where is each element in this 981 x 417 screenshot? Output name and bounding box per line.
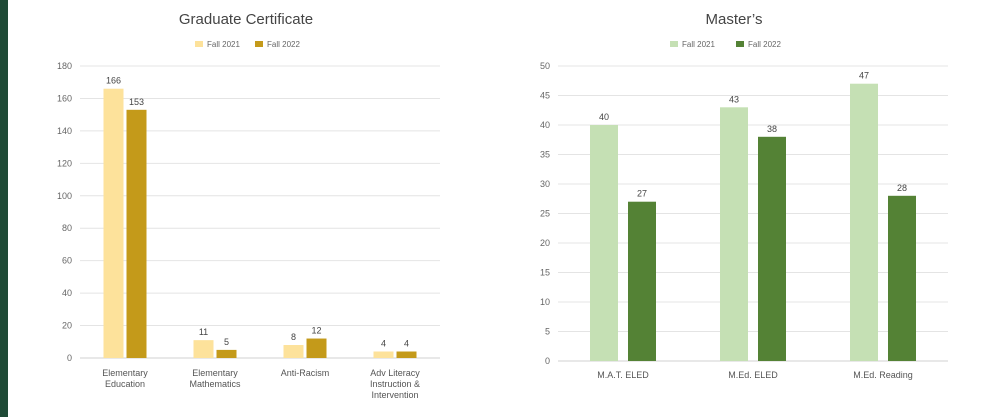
category-label-line: Intervention (371, 390, 418, 400)
category-label-line: Education (105, 379, 145, 389)
y-tick-label: 30 (540, 179, 550, 189)
y-tick-label: 180 (57, 61, 72, 71)
data-label: 4 (381, 339, 386, 349)
y-tick-label: 50 (540, 61, 550, 71)
bar (758, 136, 786, 361)
bar (126, 109, 147, 358)
data-label: 11 (199, 327, 208, 337)
bar (590, 125, 618, 361)
data-label: 166 (106, 76, 121, 86)
legend-label: Fall 2021 (207, 40, 240, 49)
data-label: 12 (311, 326, 321, 336)
chart-page: Graduate Certificate Fall 2021 Fall 2022 0 2… (8, 0, 981, 417)
y-tick-label: 5 (545, 327, 550, 337)
y-tick-label: 160 (57, 93, 72, 103)
y-tick-label: 20 (62, 321, 72, 331)
y-tick-label: 15 (540, 268, 550, 278)
data-label: 153 (129, 97, 144, 107)
charts-canvas: Graduate Certificate Fall 2021 Fall 2022 0 2… (57, 11, 948, 400)
category-label-line: M.Ed. ELED (728, 370, 778, 380)
bar (306, 338, 327, 358)
chart-title: Master’s (706, 11, 763, 28)
bar (628, 201, 656, 361)
data-label: 43 (729, 94, 739, 104)
category-label: M.A.T. ELED (597, 370, 649, 380)
data-label: 8 (291, 332, 296, 342)
legend-swatch (736, 41, 744, 47)
bar (103, 88, 124, 358)
chart-title: Graduate Certificate (179, 11, 313, 28)
y-tick-label: 80 (62, 223, 72, 233)
legend-label: Fall 2021 (682, 40, 715, 49)
category-label: Adv Literacy Instruction & Intervention (370, 368, 420, 400)
legend-label: Fall 2022 (267, 40, 300, 49)
data-label: 4 (404, 339, 409, 349)
bar (193, 340, 214, 358)
chart-2: Master’s Fall 2021 Fall 2022 0 5 10 15 20 25 30 35… (540, 11, 948, 380)
bar (216, 349, 237, 358)
y-tick-label: 25 (540, 209, 550, 219)
category-label-line: M.Ed. Reading (853, 370, 913, 380)
category-label: Elementary Education (102, 368, 148, 389)
bar (283, 345, 304, 358)
category-label-line: Adv Literacy (370, 368, 420, 378)
y-tick-label: 0 (67, 353, 72, 363)
bar (396, 351, 417, 358)
category-label: Elementary Mathematics (189, 368, 241, 389)
data-label: 5 (224, 337, 229, 347)
category-label-line: M.A.T. ELED (597, 370, 649, 380)
category-label-line: Elementary (102, 368, 148, 378)
category-label-line: Elementary (192, 368, 238, 378)
y-tick-label: 60 (62, 256, 72, 266)
legend-swatch (195, 41, 203, 47)
data-label: 47 (859, 71, 869, 81)
y-tick-label: 35 (540, 150, 550, 160)
category-label: Anti-Racism (281, 368, 330, 378)
data-label: 40 (599, 112, 609, 122)
y-tick-label: 10 (540, 297, 550, 307)
y-tick-label: 40 (62, 288, 72, 298)
y-tick-label: 120 (57, 158, 72, 168)
y-tick-label: 100 (57, 191, 72, 201)
legend-label: Fall 2022 (748, 40, 781, 49)
legend-swatch (255, 41, 263, 47)
y-tick-label: 140 (57, 126, 72, 136)
data-label: 28 (897, 183, 907, 193)
category-label-line: Instruction & (370, 379, 420, 389)
chart-1: Graduate Certificate Fall 2021 Fall 2022 0 2… (57, 11, 440, 400)
bar (888, 195, 916, 361)
data-label: 27 (637, 189, 647, 199)
data-label: 38 (767, 124, 777, 134)
category-label-line: Mathematics (189, 379, 241, 389)
y-tick-label: 0 (545, 356, 550, 366)
bar (373, 351, 394, 358)
category-label: M.Ed. Reading (853, 370, 913, 380)
y-tick-label: 40 (540, 120, 550, 130)
category-label-line: Anti-Racism (281, 368, 330, 378)
y-tick-label: 45 (540, 91, 550, 101)
bar (850, 83, 878, 361)
legend-swatch (670, 41, 678, 47)
category-label: M.Ed. ELED (728, 370, 778, 380)
y-tick-label: 20 (540, 238, 550, 248)
bar (720, 107, 748, 361)
